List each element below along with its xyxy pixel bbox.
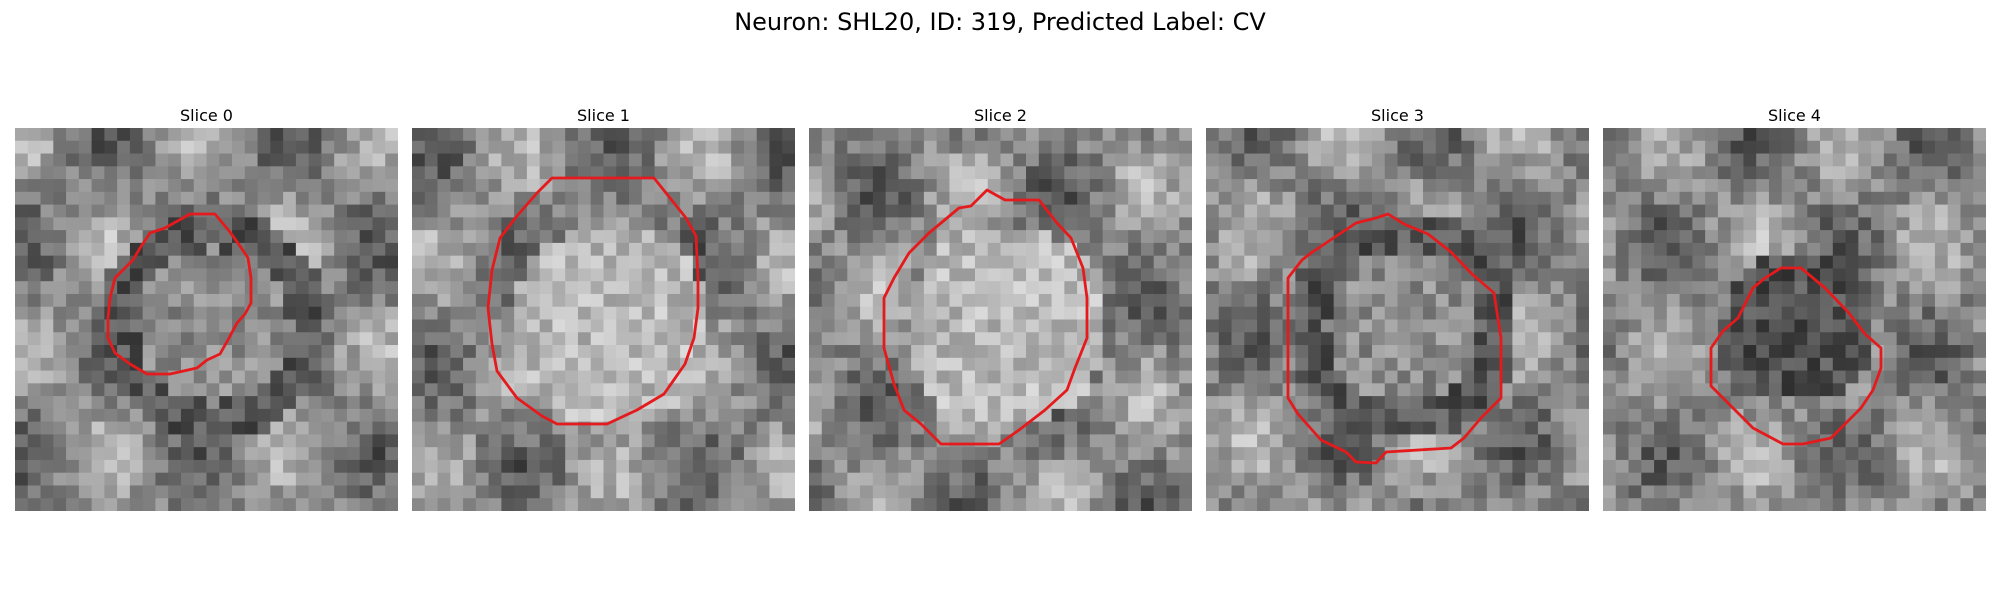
cell-contour [882,188,1089,446]
figure-title: Neuron: SHL20, ID: 319, Predicted Label:… [734,8,1266,36]
cell-contour [1286,212,1503,465]
slice-panel: Slice 0 [15,106,398,511]
slice-panel: Slice 1 [412,106,795,511]
slice-title: Slice 1 [577,106,630,125]
slice-image [1603,128,1986,511]
slice-title: Slice 4 [1768,106,1821,125]
slice-image [15,128,398,511]
slice-title: Slice 0 [180,106,233,125]
cell-contour [106,212,253,376]
slice-panel: Slice 2 [809,106,1192,511]
cell-contour [486,176,700,426]
slice-image [809,128,1192,511]
slice-panel: Slice 3 [1206,106,1589,511]
slice-panel: Slice 4 [1603,106,1986,511]
slice-title: Slice 3 [1371,106,1424,125]
slice-title: Slice 2 [974,106,1027,125]
cell-contour [1709,266,1883,446]
slice-image [1206,128,1589,511]
slice-image [412,128,795,511]
